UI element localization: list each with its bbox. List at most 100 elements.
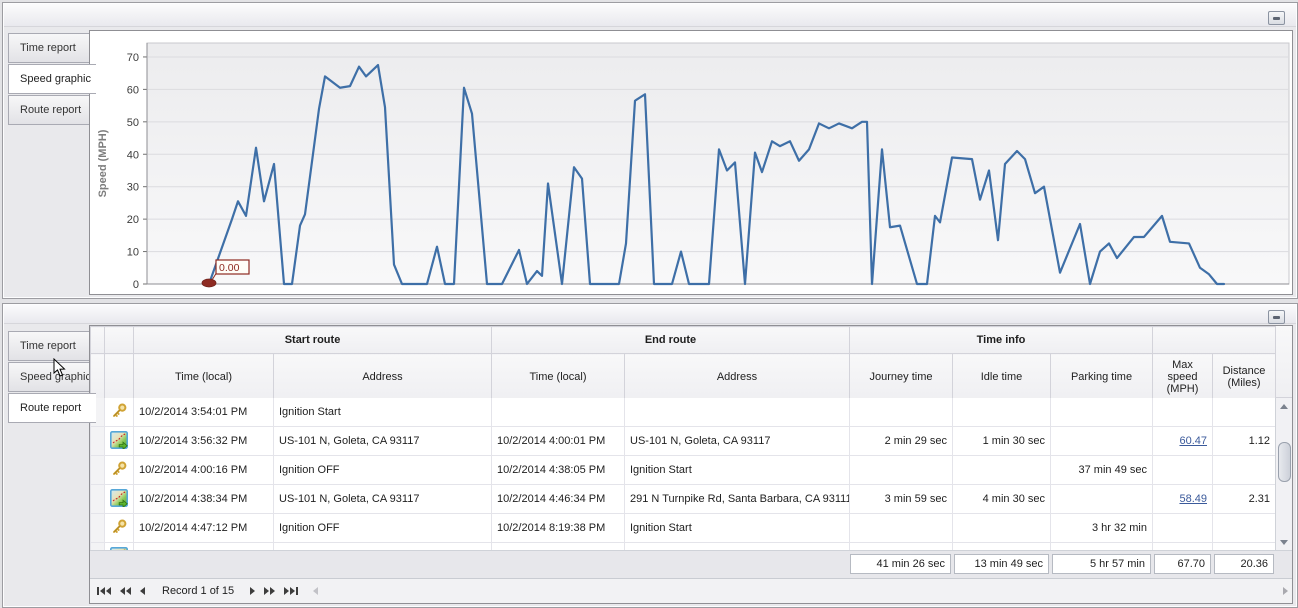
tab-label: Speed graphic	[20, 73, 91, 85]
tab-speed-graphic[interactable]: Speed graphic	[8, 64, 96, 94]
tab-time-report[interactable]: Time report	[8, 331, 93, 361]
cell-idle-time	[952, 513, 1051, 543]
cell-parking-time	[1050, 484, 1153, 514]
group-header-time-info[interactable]: Time info	[848, 326, 1154, 354]
column-header-journey-time[interactable]: Journey time	[849, 353, 953, 401]
last-record-button[interactable]	[284, 587, 299, 595]
cell-start-address: Ignition OFF	[273, 513, 492, 543]
cell-journey-time: 2 min 29 sec	[849, 426, 953, 456]
column-header-distance[interactable]: Distance (Miles)	[1212, 353, 1277, 401]
event-icon	[104, 455, 134, 485]
cell-parking-time: 3 hr 32 min	[1050, 513, 1153, 543]
route-row[interactable]: 10/2/2014 4:47:12 PM Ignition OFF 10/2/201…	[90, 513, 1275, 543]
max-speed-link[interactable]: 58.49	[1179, 493, 1207, 505]
cell-distance: 6.18	[1212, 542, 1275, 550]
cell-distance	[1212, 398, 1275, 427]
cell-start-time: 10/2/2014 4:38:34 PM	[133, 484, 274, 514]
column-header-start-time[interactable]: Time (local)	[133, 353, 274, 401]
group-header-end-route[interactable]: End route	[491, 326, 850, 354]
grid-header: Start route End route Time info Time (lo…	[90, 326, 1277, 401]
cell-journey-time	[849, 513, 953, 543]
cell-start-time: 10/2/2014 3:54:01 PM	[133, 398, 274, 427]
scroll-up-button[interactable]	[1276, 398, 1292, 414]
next-record-button[interactable]	[250, 587, 256, 595]
tab-speed-graphic[interactable]: Speed graphic	[8, 362, 93, 392]
cell-max-speed	[1152, 455, 1213, 485]
column-header-start-address[interactable]: Address	[273, 353, 492, 401]
cell-parking-time	[1050, 398, 1153, 427]
route-report-grid: Start route End route Time info Time (lo…	[89, 325, 1293, 604]
next-page-button[interactable]	[264, 587, 276, 595]
arrow-up-icon	[1280, 403, 1288, 409]
column-header-idle-time[interactable]: Idle time	[952, 353, 1051, 401]
svg-text:70: 70	[127, 52, 139, 64]
row-indicator	[90, 484, 105, 514]
route-row[interactable]: 10/2/2014 3:56:32 PM US-101 N, Goleta, CA…	[90, 426, 1275, 456]
route-row[interactable]: 10/2/2014 8:20:40 PMN Turnpike Rd, Santa…	[90, 542, 1275, 550]
summary-idle-time: 13 min 49 sec	[954, 554, 1049, 574]
max-speed-link[interactable]: 60.47	[1179, 435, 1207, 447]
route-row[interactable]: 10/2/2014 4:38:34 PM US-101 N, Goleta, CA…	[90, 484, 1275, 514]
summary-max-speed: 67.70	[1154, 554, 1211, 574]
cell-start-time: 10/2/2014 3:56:32 PM	[133, 426, 274, 456]
svg-text:30: 30	[127, 182, 139, 194]
route-row[interactable]: 10/2/2014 4:00:16 PM Ignition OFF 10/2/201…	[90, 455, 1275, 485]
column-header-parking-time[interactable]: Parking time	[1049, 353, 1154, 401]
cell-end-time: 10/2/2014 8:33:09 PM	[491, 542, 625, 550]
record-counter: Record 1 of 15	[162, 585, 235, 597]
minimize-icon	[1273, 16, 1280, 20]
scrollbar-thumb[interactable]	[1278, 442, 1291, 482]
cell-max-speed: 58.49	[1152, 484, 1213, 514]
speed-line-chart: 0 10 20 30 40 50 60 70 Speed (MPH) 0.00	[97, 42, 1290, 291]
group-header-start-route[interactable]: Start route	[133, 326, 492, 354]
cell-distance: 1.12	[1212, 426, 1275, 456]
cell-parking-time	[1050, 426, 1153, 456]
map-route-icon	[110, 430, 128, 450]
cell-end-address: US-101 N, Goleta, CA 93117	[624, 426, 850, 456]
cell-idle-time: 2 min 29 sec	[952, 542, 1051, 550]
scroll-down-button[interactable]	[1276, 534, 1292, 550]
summary-row: 41 min 26 sec 13 min 49 sec 5 hr 57 min …	[90, 550, 1292, 579]
column-header-end-time[interactable]: Time (local)	[491, 353, 625, 401]
event-icon	[104, 513, 134, 543]
cell-max-speed: 50.19	[1152, 542, 1213, 550]
tab-label: Route report	[20, 104, 82, 116]
prev-record-button[interactable]	[140, 587, 145, 595]
grid-rows-viewport: 10/2/2014 3:54:01 PM Ignition Start 10/2/2…	[90, 398, 1275, 550]
cell-parking-time	[1050, 542, 1153, 550]
prev-page-button[interactable]	[120, 587, 131, 595]
key-icon	[112, 519, 126, 533]
key-icon	[112, 403, 126, 417]
cell-end-address: Ignition Start	[624, 455, 850, 485]
cell-start-address: Ignition Start	[273, 398, 492, 427]
cell-idle-time: 4 min 30 sec	[952, 484, 1051, 514]
first-record-button[interactable]	[97, 587, 111, 595]
tab-route-report[interactable]: Route report	[8, 95, 93, 125]
row-indicator	[90, 426, 105, 456]
tab-route-report[interactable]: Route report	[8, 393, 96, 423]
minimize-button[interactable]	[1268, 310, 1285, 324]
report-tabstrip: Time report Speed graphic Route report	[8, 33, 96, 126]
summary-parking-time: 5 hr 57 min	[1052, 554, 1151, 574]
row-indicator	[90, 542, 105, 550]
event-icon	[104, 398, 134, 427]
cell-end-time: 10/2/2014 8:19:38 PM	[491, 513, 625, 543]
svg-text:Speed (MPH): Speed (MPH)	[97, 129, 109, 197]
cell-end-time: 10/2/2014 4:38:05 PM	[491, 455, 625, 485]
speed-graphic-panel: Time report Speed graphic Route report 0…	[2, 2, 1298, 299]
hscroll-left-button[interactable]	[313, 587, 319, 595]
column-header-end-address[interactable]: Address	[624, 353, 850, 401]
route-row[interactable]: 10/2/2014 3:54:01 PM Ignition Start	[90, 398, 1275, 427]
cell-max-speed	[1152, 398, 1213, 427]
cell-end-time: 10/2/2014 4:00:01 PM	[491, 426, 625, 456]
column-header-max-speed[interactable]: Max speed (MPH)	[1152, 353, 1214, 401]
cell-start-time: 10/2/2014 4:00:16 PM	[133, 455, 274, 485]
cell-start-address: Ignition OFF	[273, 455, 492, 485]
cell-start-time: 10/2/2014 8:20:40 PM	[133, 542, 274, 550]
hscroll-right-button[interactable]	[1283, 587, 1288, 595]
minimize-button[interactable]	[1268, 11, 1285, 25]
cell-max-speed: 60.47	[1152, 426, 1213, 456]
tab-time-report[interactable]: Time report	[8, 33, 93, 63]
vertical-scrollbar[interactable]	[1275, 398, 1292, 550]
svg-text:0.00: 0.00	[219, 262, 240, 274]
